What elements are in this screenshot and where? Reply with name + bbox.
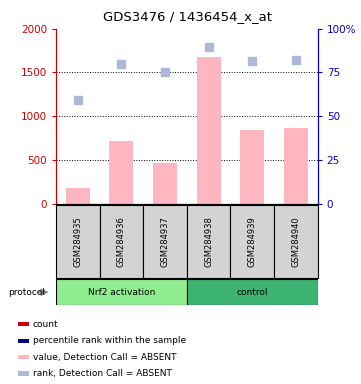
Bar [18,339,29,343]
Bar [143,205,187,278]
Bar [274,205,318,278]
Bar [284,128,308,204]
Point [75,96,81,103]
Text: Nrf2 activation: Nrf2 activation [88,288,155,297]
Bar [56,279,187,305]
Text: count: count [33,319,58,329]
Bar [66,188,90,204]
Text: GDS3476 / 1436454_x_at: GDS3476 / 1436454_x_at [103,10,272,23]
Bar [197,57,221,204]
Point [293,57,299,63]
Text: percentile rank within the sample: percentile rank within the sample [33,336,186,345]
Bar [230,205,274,278]
Text: GSM284938: GSM284938 [204,217,213,267]
Point [118,61,124,67]
Text: rank, Detection Call = ABSENT: rank, Detection Call = ABSENT [33,369,172,378]
Text: GSM284935: GSM284935 [73,217,82,267]
Text: control: control [236,288,268,297]
Bar [18,371,29,376]
Bar [187,279,318,305]
Text: GSM284937: GSM284937 [161,217,170,267]
Text: value, Detection Call = ABSENT: value, Detection Call = ABSENT [33,353,177,362]
Text: GSM284936: GSM284936 [117,217,126,267]
Bar [187,205,230,278]
Bar [18,355,29,359]
Bar [153,163,177,204]
Bar [109,141,133,204]
Text: protocol: protocol [8,288,45,297]
Point [162,68,168,74]
Bar [240,130,264,204]
Point [249,58,255,64]
Bar [56,205,100,278]
Text: GSM284940: GSM284940 [291,217,300,267]
Text: GSM284939: GSM284939 [248,217,257,267]
Bar [100,205,143,278]
Bar [18,322,29,326]
Point [206,44,212,50]
